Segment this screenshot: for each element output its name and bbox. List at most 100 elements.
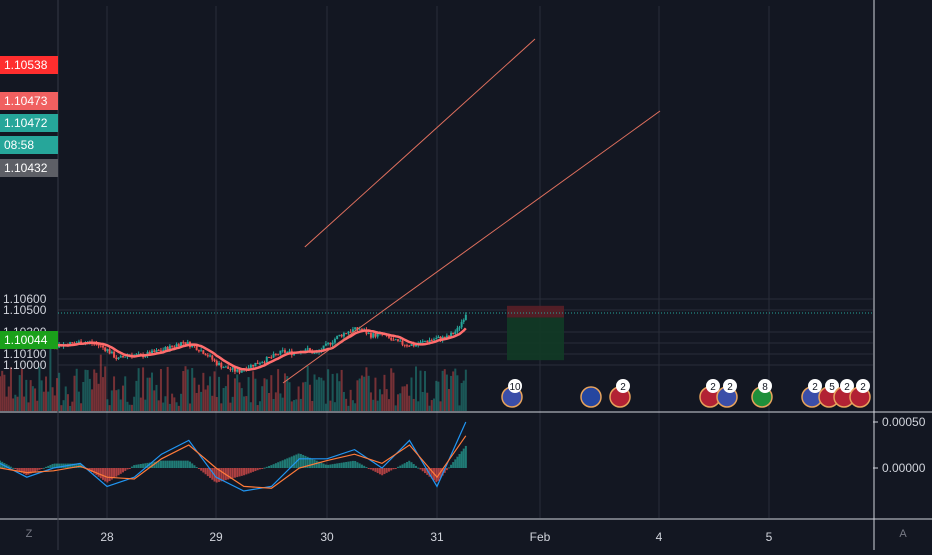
macd-histogram-bar bbox=[347, 461, 350, 468]
macd-histogram-bar bbox=[445, 468, 448, 471]
price-label[interactable]: 1.10044 bbox=[0, 331, 58, 349]
candle-body bbox=[106, 349, 109, 351]
volume-bar bbox=[308, 384, 311, 411]
volume-bar bbox=[439, 401, 442, 411]
zoom-button[interactable]: Z bbox=[26, 528, 33, 540]
price-label-bg bbox=[0, 159, 58, 177]
macd-histogram-bar bbox=[270, 465, 273, 468]
price-label-text: 1.10472 bbox=[4, 116, 48, 130]
volume-bar bbox=[224, 386, 227, 411]
price-label[interactable]: 08:58 bbox=[0, 136, 58, 154]
macd-histogram-bar bbox=[42, 467, 45, 469]
economic-events[interactable]: 10 2 2 2 8 2 5 2 2 bbox=[501, 379, 871, 408]
macd-histogram-bar bbox=[209, 468, 212, 478]
macd-histogram-bar bbox=[419, 468, 422, 470]
price-label[interactable]: 1.10472 bbox=[0, 114, 58, 132]
volume-bar bbox=[162, 402, 165, 411]
volume-bar bbox=[274, 392, 277, 411]
candle-body bbox=[445, 335, 448, 339]
macd-histogram-bar bbox=[462, 448, 465, 468]
volume-bar bbox=[454, 368, 457, 411]
candle-body bbox=[405, 345, 408, 347]
macd-histogram-bar bbox=[369, 468, 372, 470]
event-badge-text: 2 bbox=[620, 382, 626, 393]
event-marker[interactable]: 2 bbox=[801, 379, 823, 408]
position-zones[interactable] bbox=[58, 305, 873, 361]
volume-bar bbox=[86, 370, 89, 411]
volume-bar bbox=[60, 405, 63, 411]
macd-histogram-bar bbox=[297, 453, 300, 468]
volume-bar bbox=[108, 405, 111, 411]
macd-histogram-bar bbox=[12, 467, 15, 469]
volume-bar bbox=[130, 404, 133, 411]
candle-body bbox=[387, 334, 390, 338]
price-label[interactable]: 1.10473 bbox=[0, 92, 58, 110]
volume-bar bbox=[186, 369, 189, 411]
candle-body bbox=[117, 357, 120, 360]
event-badge bbox=[825, 379, 839, 393]
event-badge-text: 2 bbox=[844, 382, 850, 393]
macd-histogram-bar bbox=[195, 467, 198, 469]
event-marker[interactable] bbox=[580, 386, 602, 408]
macd-histogram-bar bbox=[399, 465, 402, 468]
event-marker[interactable]: 10 bbox=[501, 379, 523, 408]
volume-bar bbox=[213, 371, 216, 411]
candle-body bbox=[104, 347, 107, 351]
event-marker[interactable]: 2 bbox=[716, 379, 738, 408]
volume-bar bbox=[40, 380, 43, 411]
volume-bar bbox=[336, 373, 339, 411]
macd-histogram-bar bbox=[435, 468, 438, 483]
price-label-bg bbox=[0, 56, 58, 74]
channel-lines[interactable] bbox=[282, 38, 661, 384]
volume-bar bbox=[456, 375, 459, 411]
volume-bar bbox=[258, 401, 261, 411]
price-label[interactable]: 1.10432 bbox=[0, 159, 58, 177]
candle-body bbox=[184, 342, 187, 345]
auto-scale-button[interactable]: A bbox=[899, 528, 907, 540]
macd-histogram-bar bbox=[430, 468, 433, 479]
macd-histogram-bar bbox=[261, 468, 264, 469]
macd-histogram-bar bbox=[293, 455, 296, 468]
macd-histogram-bar bbox=[133, 465, 136, 468]
event-badge-text: 8 bbox=[762, 382, 768, 393]
event-marker[interactable]: 2 bbox=[699, 379, 721, 408]
candle-body bbox=[342, 333, 345, 337]
volume-bar bbox=[340, 369, 343, 411]
event-marker[interactable]: 2 bbox=[849, 379, 871, 408]
volume-bar bbox=[358, 378, 361, 411]
signal-line bbox=[0, 435, 467, 489]
time-tick-label: 31 bbox=[430, 530, 444, 544]
macd-histogram-bar bbox=[383, 468, 386, 475]
event-badge bbox=[808, 379, 822, 393]
volume-bar bbox=[220, 403, 223, 411]
candle-body bbox=[447, 335, 450, 337]
candle-body bbox=[462, 319, 465, 322]
macd-histogram-bar bbox=[60, 463, 63, 468]
volume-bar bbox=[171, 393, 174, 411]
volume-bar bbox=[137, 368, 140, 411]
volume-bar bbox=[360, 375, 363, 411]
volume-bar bbox=[331, 373, 334, 411]
event-marker[interactable]: 8 bbox=[751, 379, 773, 408]
moving-average bbox=[0, 327, 467, 372]
macd-histogram-bar bbox=[191, 463, 194, 468]
macd-histogram-bar bbox=[113, 468, 116, 479]
candle-body bbox=[182, 342, 185, 344]
event-marker[interactable]: 5 bbox=[818, 379, 840, 408]
volume-bar bbox=[290, 401, 293, 411]
event-marker[interactable]: 2 bbox=[609, 379, 631, 408]
event-marker[interactable]: 2 bbox=[833, 379, 855, 408]
price-label-text: 1.10473 bbox=[4, 94, 48, 108]
macd-histogram-bar bbox=[351, 460, 354, 468]
macd-histogram-bar bbox=[372, 468, 375, 471]
volume-bar bbox=[16, 396, 19, 411]
price-label[interactable]: 1.10538 bbox=[0, 56, 58, 74]
macd-line bbox=[0, 421, 467, 492]
price-label-bg bbox=[0, 331, 58, 349]
candle-body bbox=[265, 356, 268, 363]
macd-histogram-bar bbox=[374, 468, 377, 472]
macd-histogram-bar bbox=[345, 461, 348, 468]
